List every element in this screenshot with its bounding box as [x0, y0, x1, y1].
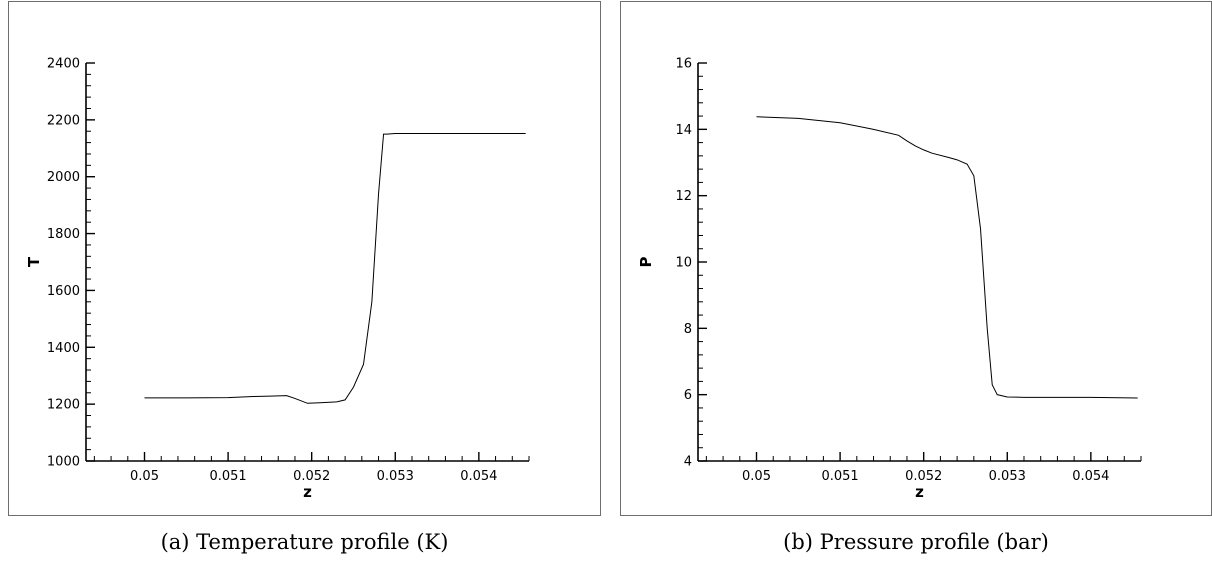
temperature-y-axis-label: T — [25, 256, 43, 267]
temperature-x-tick-label: 0.053 — [377, 469, 414, 484]
pressure-y-tick-label: 8 — [684, 322, 692, 337]
temperature-y-tick-label: 1200 — [47, 398, 80, 413]
pressure-series-line — [756, 116, 1138, 399]
temperature-y-tick-label: 1600 — [47, 284, 80, 299]
temperature-x-tick-label: 0.05 — [130, 469, 159, 484]
pressure-x-tick-label: 0.051 — [821, 469, 858, 484]
pressure-y-tick-label: 10 — [675, 256, 692, 271]
temperature-chart: 1000 1200 1400 1600 1800 2000 2200 2400 0.05 0.05… — [25, 57, 530, 501]
pressure-y-tick-label: 4 — [684, 455, 692, 470]
pressure-y-tick-label: 16 — [675, 57, 692, 72]
pressure-x-tick-label: 0.054 — [1072, 469, 1109, 484]
pressure-x-tick-label: 0.052 — [905, 469, 942, 484]
temperature-x-axis-label: z — [303, 483, 312, 501]
temperature-y-tick-label: 1400 — [47, 341, 80, 356]
pressure-x-tick-label: 0.053 — [989, 469, 1026, 484]
temperature-x-tick-label: 0.051 — [209, 469, 246, 484]
temperature-y-tick-label: 1800 — [47, 227, 80, 242]
temperature-chart-panel: 1000 1200 1400 1600 1800 2000 2200 2400 0.05 0.05… — [8, 1, 601, 516]
temperature-x-tick-label: 0.052 — [293, 469, 330, 484]
temperature-y-tick-label: 2400 — [47, 57, 80, 72]
pressure-y-axis-label: P — [637, 257, 655, 268]
temperature-y-tick-label: 1000 — [47, 455, 80, 470]
temperature-x-tick-label: 0.054 — [460, 469, 497, 484]
pressure-x-axis-label: z — [915, 483, 924, 501]
pressure-y-tick-label: 12 — [675, 189, 692, 204]
temperature-y-tick-label: 2200 — [47, 113, 80, 128]
pressure-y-tick-label: 14 — [675, 123, 692, 138]
temperature-series-line — [144, 133, 526, 404]
temperature-y-tick-label: 2000 — [47, 170, 80, 185]
pressure-x-tick-label: 0.05 — [742, 469, 771, 484]
caption-temperature: (a) Temperature profile (K) — [160, 530, 449, 554]
pressure-y-tick-label: 6 — [684, 388, 692, 403]
caption-pressure: (b) Pressure profile (bar) — [783, 530, 1049, 554]
pressure-chart: 4 6 8 10 12 14 16 0.05 0.051 0.052 0.053 0.054 z P — [637, 57, 1142, 501]
pressure-chart-panel: 4 6 8 10 12 14 16 0.05 0.051 0.052 0.053 0.054 z P — [620, 1, 1212, 516]
